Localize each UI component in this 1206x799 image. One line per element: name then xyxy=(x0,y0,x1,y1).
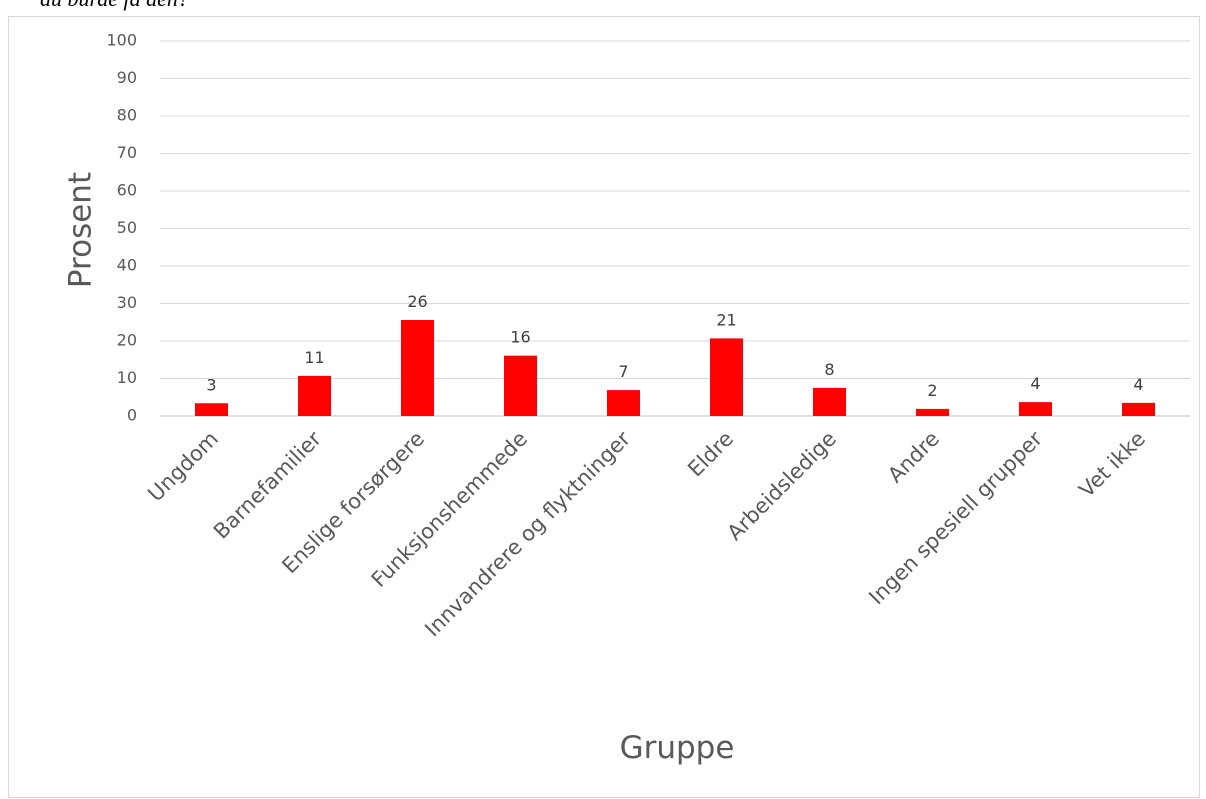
data-label: 16 xyxy=(510,328,530,347)
data-label: 7 xyxy=(618,362,628,381)
y-tick-label: 60 xyxy=(117,181,137,200)
bar xyxy=(710,338,743,416)
x-category-label: Andre xyxy=(883,427,944,488)
y-tick-label: 80 xyxy=(117,106,137,125)
y-tick-label: 30 xyxy=(117,293,137,312)
data-label: 21 xyxy=(716,310,736,329)
y-tick-label: 70 xyxy=(117,143,137,162)
data-label: 4 xyxy=(1133,375,1143,394)
bar xyxy=(1122,402,1155,416)
x-category-label: Ungdom xyxy=(143,427,223,507)
bar xyxy=(916,408,949,416)
bar xyxy=(298,375,331,416)
y-tick-label: 10 xyxy=(117,368,137,387)
bar xyxy=(504,355,537,416)
x-category-label: Eldre xyxy=(683,427,738,482)
y-tick-label: 50 xyxy=(117,218,137,237)
x-category-label: Vet ikke xyxy=(1074,427,1150,503)
bar xyxy=(607,390,640,416)
bar xyxy=(1019,402,1052,416)
data-label: 3 xyxy=(206,375,216,394)
data-label: 2 xyxy=(927,381,937,400)
y-axis-ticks: 0 10 20 30 40 50 60 70 80 90 100 xyxy=(106,31,137,425)
y-tick-label: 100 xyxy=(106,31,137,50)
x-category-label: Ingen spesiell grupper xyxy=(864,426,1047,609)
y-tick-label: 0 xyxy=(127,406,137,425)
y-tick-label: 90 xyxy=(117,68,137,87)
bar xyxy=(195,403,228,416)
bar xyxy=(401,320,434,416)
data-label: 11 xyxy=(304,348,324,367)
bar xyxy=(813,387,846,416)
gridlines xyxy=(160,40,1190,417)
data-label: 26 xyxy=(407,292,427,311)
x-category-label: Barnefamilier xyxy=(209,426,326,543)
x-category-label: Arbeidsledige xyxy=(723,427,841,545)
x-category-label: Innvandrere og flyktninger xyxy=(420,426,635,641)
data-label: 8 xyxy=(824,360,834,379)
data-label: 4 xyxy=(1030,374,1040,393)
y-axis-title: Prosent xyxy=(63,172,99,288)
x-axis-title: Gruppe xyxy=(620,730,735,766)
caption-fragment: du burde få den? xyxy=(40,0,189,12)
y-tick-label: 20 xyxy=(117,331,137,350)
data-labels: 3 11 26 16 7 21 8 2 4 4 xyxy=(206,292,1143,400)
bars xyxy=(195,320,1155,416)
y-tick-label: 40 xyxy=(117,256,137,275)
